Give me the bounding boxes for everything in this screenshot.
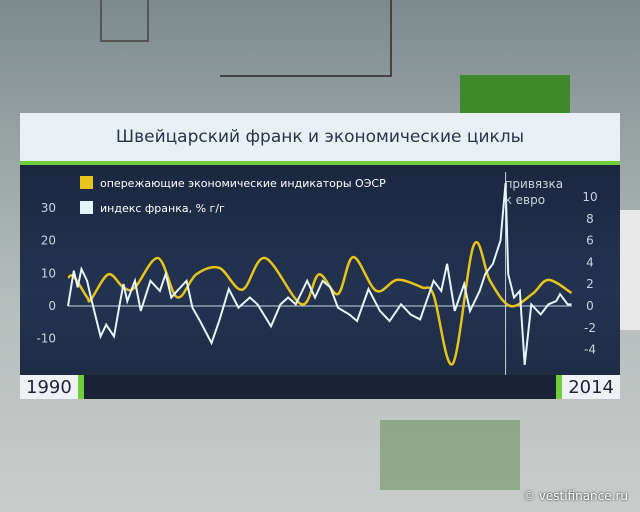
right-tick-label: 6: [586, 234, 594, 248]
chart-area: [20, 165, 620, 375]
right-tick-label: 10: [582, 190, 597, 204]
chart-title: Швейцарский франк и экономические циклы: [20, 113, 620, 161]
euro-peg-label-2: к евро: [505, 193, 545, 207]
legend-label-oecd: опережающие экономические индикаторы ОЭС…: [100, 177, 386, 190]
start-year-label: 1990: [20, 375, 84, 399]
right-tick-label: 8: [586, 212, 594, 226]
right-tick-label: 2: [586, 277, 594, 291]
right-tick-label: 4: [586, 255, 594, 269]
right-tick-label: -4: [584, 343, 596, 357]
legend-swatch-franc: [80, 201, 93, 214]
end-year-label: 2014: [556, 375, 620, 399]
left-tick-label: 0: [48, 299, 56, 313]
left-tick-label: 10: [41, 266, 56, 280]
left-tick-label: 30: [41, 201, 56, 215]
left-tick-label: -10: [36, 332, 56, 346]
left-tick-label: 20: [41, 234, 56, 248]
legend-label-franc: индекс франка, % г/г: [100, 202, 225, 215]
right-tick-label: 0: [586, 299, 594, 313]
title-underline: [20, 161, 620, 165]
euro-peg-label: привязка: [505, 177, 564, 191]
oecd-indicators-line: [67, 240, 573, 366]
franc-index-line: [67, 182, 572, 365]
watermark: © vestifinance.ru: [522, 489, 628, 503]
legend-swatch-oecd: [80, 176, 93, 189]
timeline-bar: [20, 375, 620, 399]
right-tick-label: -2: [584, 321, 596, 335]
